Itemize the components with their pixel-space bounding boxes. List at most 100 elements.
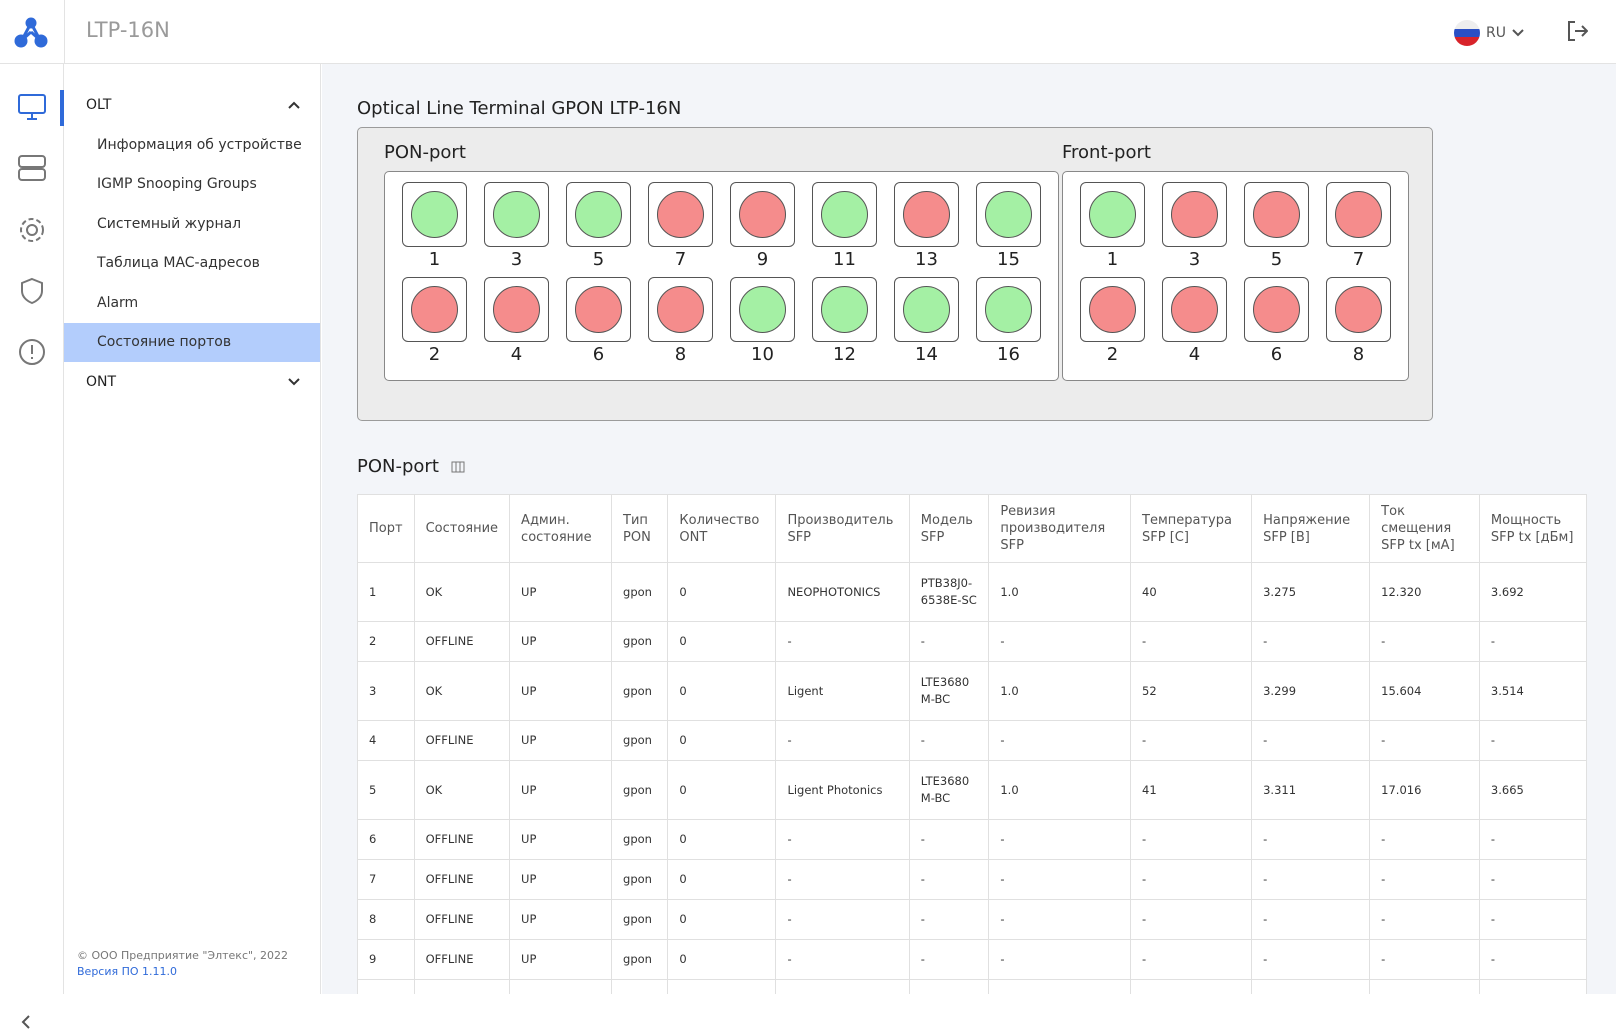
table-cell: NEOPHOTONICS bbox=[775, 562, 910, 622]
table-cell: - bbox=[775, 859, 910, 900]
table-cell: Ligent Photonics bbox=[775, 760, 910, 820]
column-header: Порт bbox=[357, 494, 415, 563]
port[interactable]: 6 bbox=[1244, 277, 1309, 368]
table-row: 4 OFFLINE UP gpon 0- - - - - - - bbox=[357, 720, 1588, 761]
port-cell bbox=[1244, 182, 1309, 247]
table-cell: 0 bbox=[667, 939, 777, 980]
port-status bbox=[575, 191, 622, 238]
menu-item[interactable]: Информация об устройстве bbox=[97, 136, 302, 153]
column-header: Производитель SFP bbox=[775, 494, 910, 563]
port[interactable]: 12 bbox=[812, 277, 877, 368]
port[interactable]: 13 bbox=[894, 182, 959, 273]
port-status bbox=[903, 286, 950, 333]
port-row: 1 3 5 7 9 11 13 15 bbox=[402, 182, 1041, 273]
table-cell: - bbox=[988, 859, 1132, 900]
port[interactable]: 1 bbox=[1080, 182, 1145, 273]
table-cell: - bbox=[1369, 720, 1480, 761]
port-group: PON-port 1 3 5 7 9 11 13 15 2 4 6 8 10 12 14 16 bbox=[384, 142, 1059, 381]
table-row: 1 OK UP gpon 0 NEOPHOTONICS PTB38J0-6538E-SC 1.… bbox=[357, 562, 1588, 622]
port[interactable]: 4 bbox=[484, 277, 549, 368]
port[interactable]: 1 bbox=[402, 182, 467, 273]
language-select[interactable]: RU bbox=[1454, 20, 1524, 46]
menu-group[interactable]: ONT bbox=[64, 362, 320, 402]
column-header: Тип PON bbox=[611, 494, 669, 563]
port-cell bbox=[1080, 182, 1145, 247]
server-icon[interactable] bbox=[18, 154, 46, 182]
table-cell: - bbox=[1130, 859, 1253, 900]
collapse-button[interactable] bbox=[18, 1014, 34, 1030]
port-label: 1 bbox=[1106, 249, 1119, 270]
port[interactable]: 11 bbox=[812, 182, 877, 273]
table-cell: Ligent bbox=[775, 661, 910, 721]
port-cell bbox=[894, 277, 959, 342]
port-status bbox=[575, 286, 622, 333]
port[interactable]: 8 bbox=[1326, 277, 1391, 368]
table-row: 10OKUPgpon0LigentLTE3680M-BC1.0533.33017… bbox=[357, 979, 1588, 994]
table-row: 8 OFFLINE UP gpon 0- - - - - - - bbox=[357, 899, 1588, 940]
table-cell: 3.299 bbox=[1251, 661, 1371, 721]
table-cell: OK bbox=[413, 661, 511, 721]
sidebar: OLT Информация об устройстве IGMP Snooping… bbox=[64, 64, 321, 994]
port[interactable]: 3 bbox=[484, 182, 549, 273]
menu-item[interactable]: Системный журнал bbox=[97, 215, 242, 232]
table-cell: - bbox=[1478, 859, 1588, 900]
security-icon[interactable] bbox=[18, 277, 46, 305]
table-cell: 17.016 bbox=[1369, 760, 1480, 820]
port-label: 15 bbox=[997, 249, 1020, 270]
column-header: Количество ONT bbox=[667, 494, 777, 563]
port-cell bbox=[1326, 277, 1391, 342]
logout-button[interactable] bbox=[1566, 20, 1588, 42]
port-status bbox=[739, 286, 786, 333]
port-cell bbox=[812, 182, 877, 247]
port[interactable]: 2 bbox=[1080, 277, 1145, 368]
menu-item[interactable]: Таблица MAC-адресов bbox=[97, 255, 260, 272]
column-header: Мощность SFP tx [дБм] bbox=[1478, 494, 1588, 563]
port-cell bbox=[730, 182, 795, 247]
table-cell: 3.665 bbox=[1478, 760, 1588, 820]
menu-item[interactable]: Alarm bbox=[97, 294, 139, 311]
port-status bbox=[903, 191, 950, 238]
language-code: RU bbox=[1486, 25, 1506, 41]
column-header: Ток смещения SFP tx [мА] bbox=[1369, 494, 1480, 563]
port-cell bbox=[648, 277, 713, 342]
port[interactable]: 16 bbox=[976, 277, 1041, 368]
port[interactable]: 3 bbox=[1162, 182, 1227, 273]
menu-group[interactable]: OLT bbox=[64, 85, 320, 125]
menu-item[interactable]: Состояние портов bbox=[64, 322, 320, 362]
port-label: 16 bbox=[997, 344, 1020, 365]
port[interactable]: 10 bbox=[730, 277, 795, 368]
port[interactable]: 2 bbox=[402, 277, 467, 368]
table-cell: 0 bbox=[667, 720, 777, 761]
settings-icon[interactable] bbox=[18, 216, 46, 244]
monitor-icon[interactable] bbox=[18, 94, 46, 120]
port[interactable]: 7 bbox=[648, 182, 713, 273]
table-cell: gpon bbox=[611, 562, 669, 622]
port[interactable]: 4 bbox=[1162, 277, 1227, 368]
chevron bbox=[288, 101, 300, 109]
port[interactable]: 14 bbox=[894, 277, 959, 368]
table-cell: - bbox=[1369, 859, 1480, 900]
port[interactable]: 5 bbox=[566, 182, 631, 273]
columns-button[interactable] bbox=[451, 461, 465, 473]
port[interactable]: 7 bbox=[1326, 182, 1391, 273]
port-label: 6 bbox=[1270, 344, 1283, 365]
table-cell: 0 bbox=[667, 899, 777, 940]
port-status bbox=[411, 191, 458, 238]
port-cell bbox=[566, 182, 631, 247]
port[interactable]: 15 bbox=[976, 182, 1041, 273]
port[interactable]: 9 bbox=[730, 182, 795, 273]
menu-item[interactable]: IGMP Snooping Groups bbox=[97, 176, 257, 193]
port-grid: 1 3 5 7 2 4 6 8 bbox=[1062, 171, 1409, 381]
alert-icon[interactable] bbox=[18, 338, 46, 366]
port[interactable]: 6 bbox=[566, 277, 631, 368]
table-cell: - bbox=[988, 899, 1132, 940]
version-link[interactable]: Версия ПО 1.11.0 bbox=[77, 965, 178, 978]
port-panel: PON-port 1 3 5 7 9 11 13 15 2 4 6 8 10 12 14 16 Front-por… bbox=[357, 127, 1433, 421]
logo[interactable] bbox=[14, 16, 48, 48]
port-status bbox=[1171, 286, 1218, 333]
table-cell: LTE3680M-BC bbox=[908, 661, 990, 721]
port-cell bbox=[402, 277, 467, 342]
port[interactable]: 5 bbox=[1244, 182, 1309, 273]
port-cell bbox=[484, 182, 549, 247]
port[interactable]: 8 bbox=[648, 277, 713, 368]
